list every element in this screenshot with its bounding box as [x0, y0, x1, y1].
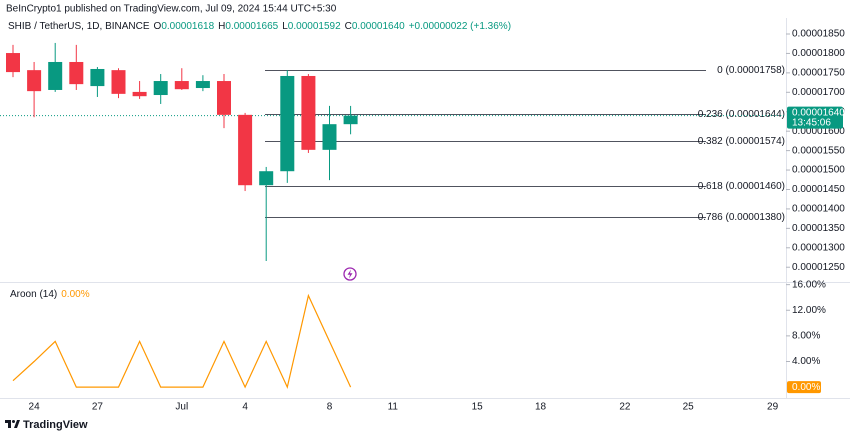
x-tick-label: 27 — [92, 402, 104, 413]
x-tick-label: 24 — [29, 402, 41, 413]
y-tick-label: 0.00001350 — [792, 223, 845, 234]
y-tick-label: 0.00001750 — [792, 68, 845, 79]
candle-body — [48, 61, 63, 90]
x-tick-label: 4 — [242, 402, 248, 413]
y-tick-label: 0.00001450 — [792, 184, 845, 195]
candle-body — [322, 124, 337, 150]
candle-body — [132, 91, 147, 97]
y-tick-label: 0.00001700 — [792, 87, 845, 98]
fib-label: 0.618 (0.00001460) — [698, 181, 785, 192]
ohlc-label: H — [218, 21, 225, 32]
candle-body — [153, 81, 168, 96]
candle-body — [6, 53, 20, 73]
ohlc-label: C — [345, 21, 352, 32]
brand-logo — [5, 420, 20, 428]
aroon-line — [12, 293, 352, 389]
y-tick-label: 0.00001400 — [792, 204, 845, 215]
x-tick-label: Jul — [175, 402, 188, 413]
last-price-box — [787, 106, 843, 129]
candle-body — [259, 171, 274, 186]
y-tick-label: 0.00001850 — [792, 29, 845, 40]
x-tick-label: 11 — [388, 402, 399, 413]
fib-label: 0.236 (0.00001644) — [698, 109, 785, 120]
y-tick-label: 0.00001550 — [792, 145, 845, 156]
candle-body — [343, 115, 358, 125]
x-tick-label: 22 — [619, 402, 631, 413]
candle-body — [217, 81, 231, 115]
y-tick-label: 0.00001500 — [792, 165, 845, 176]
countdown: 13:45:06 — [792, 117, 831, 128]
fib-label: 0 (0.00001758) — [717, 65, 785, 76]
candle-body — [174, 81, 189, 90]
ohlc-value: 0.00001618 — [161, 21, 214, 32]
y-tick-label: 0.00001600 — [792, 126, 845, 137]
last-value-box — [787, 381, 821, 394]
change: +0.00000022 (+1.36%) — [409, 21, 511, 32]
x-tick-label: 15 — [472, 402, 484, 413]
symbol: SHIB / TetherUS, 1D, BINANCE — [8, 21, 150, 32]
brand: TradingView — [23, 419, 88, 431]
indicator-value: 0.00% — [61, 289, 89, 300]
ohlc-label: L — [282, 21, 288, 32]
x-tick-label: 8 — [327, 402, 333, 413]
fib-label: 0.382 (0.00001574) — [698, 136, 785, 147]
candle-body — [301, 75, 316, 150]
candle-body — [280, 75, 295, 172]
y-tick-label: 0.00001300 — [792, 242, 845, 253]
candle-body — [27, 70, 42, 92]
candle-body — [69, 61, 84, 85]
publisher: BeInCrypto1 published on TradingView.com… — [6, 4, 337, 15]
legend: SHIB / TetherUS, 1D, BINANCE O0.00001618 H… — [8, 21, 511, 32]
ohlc-value: 0.00001665 — [225, 21, 278, 32]
ohlc-value: 0.00001640 — [352, 21, 405, 32]
x-tick-label: 25 — [683, 402, 695, 413]
candle-body — [238, 114, 253, 186]
x-tick-label: 29 — [767, 402, 779, 413]
last-value-label: 0.00% — [792, 382, 820, 393]
y-tick-label: 0.00001800 — [792, 48, 845, 59]
y-tick-label: 16.00% — [792, 279, 826, 290]
ohlc-value: 0.00001592 — [288, 21, 341, 32]
candle-body — [195, 81, 210, 89]
candle-body — [90, 68, 105, 87]
last-price-label: 0.00001640 — [792, 107, 845, 118]
y-tick-label: 0.00001250 — [792, 262, 845, 273]
indicator-legend: Aroon (14) 0.00% — [10, 289, 90, 300]
y-tick-label: 8.00% — [792, 331, 820, 342]
replay-icon — [343, 267, 357, 281]
x-tick-label: 18 — [535, 402, 547, 413]
indicator-title: Aroon (14) — [10, 289, 57, 300]
y-tick-label: 12.00% — [792, 305, 826, 316]
y-tick-label: 4.00% — [792, 356, 820, 367]
fib-label: 0.786 (0.00001380) — [698, 212, 785, 223]
candle-body — [111, 70, 126, 94]
ohlc-label: O — [154, 21, 162, 32]
